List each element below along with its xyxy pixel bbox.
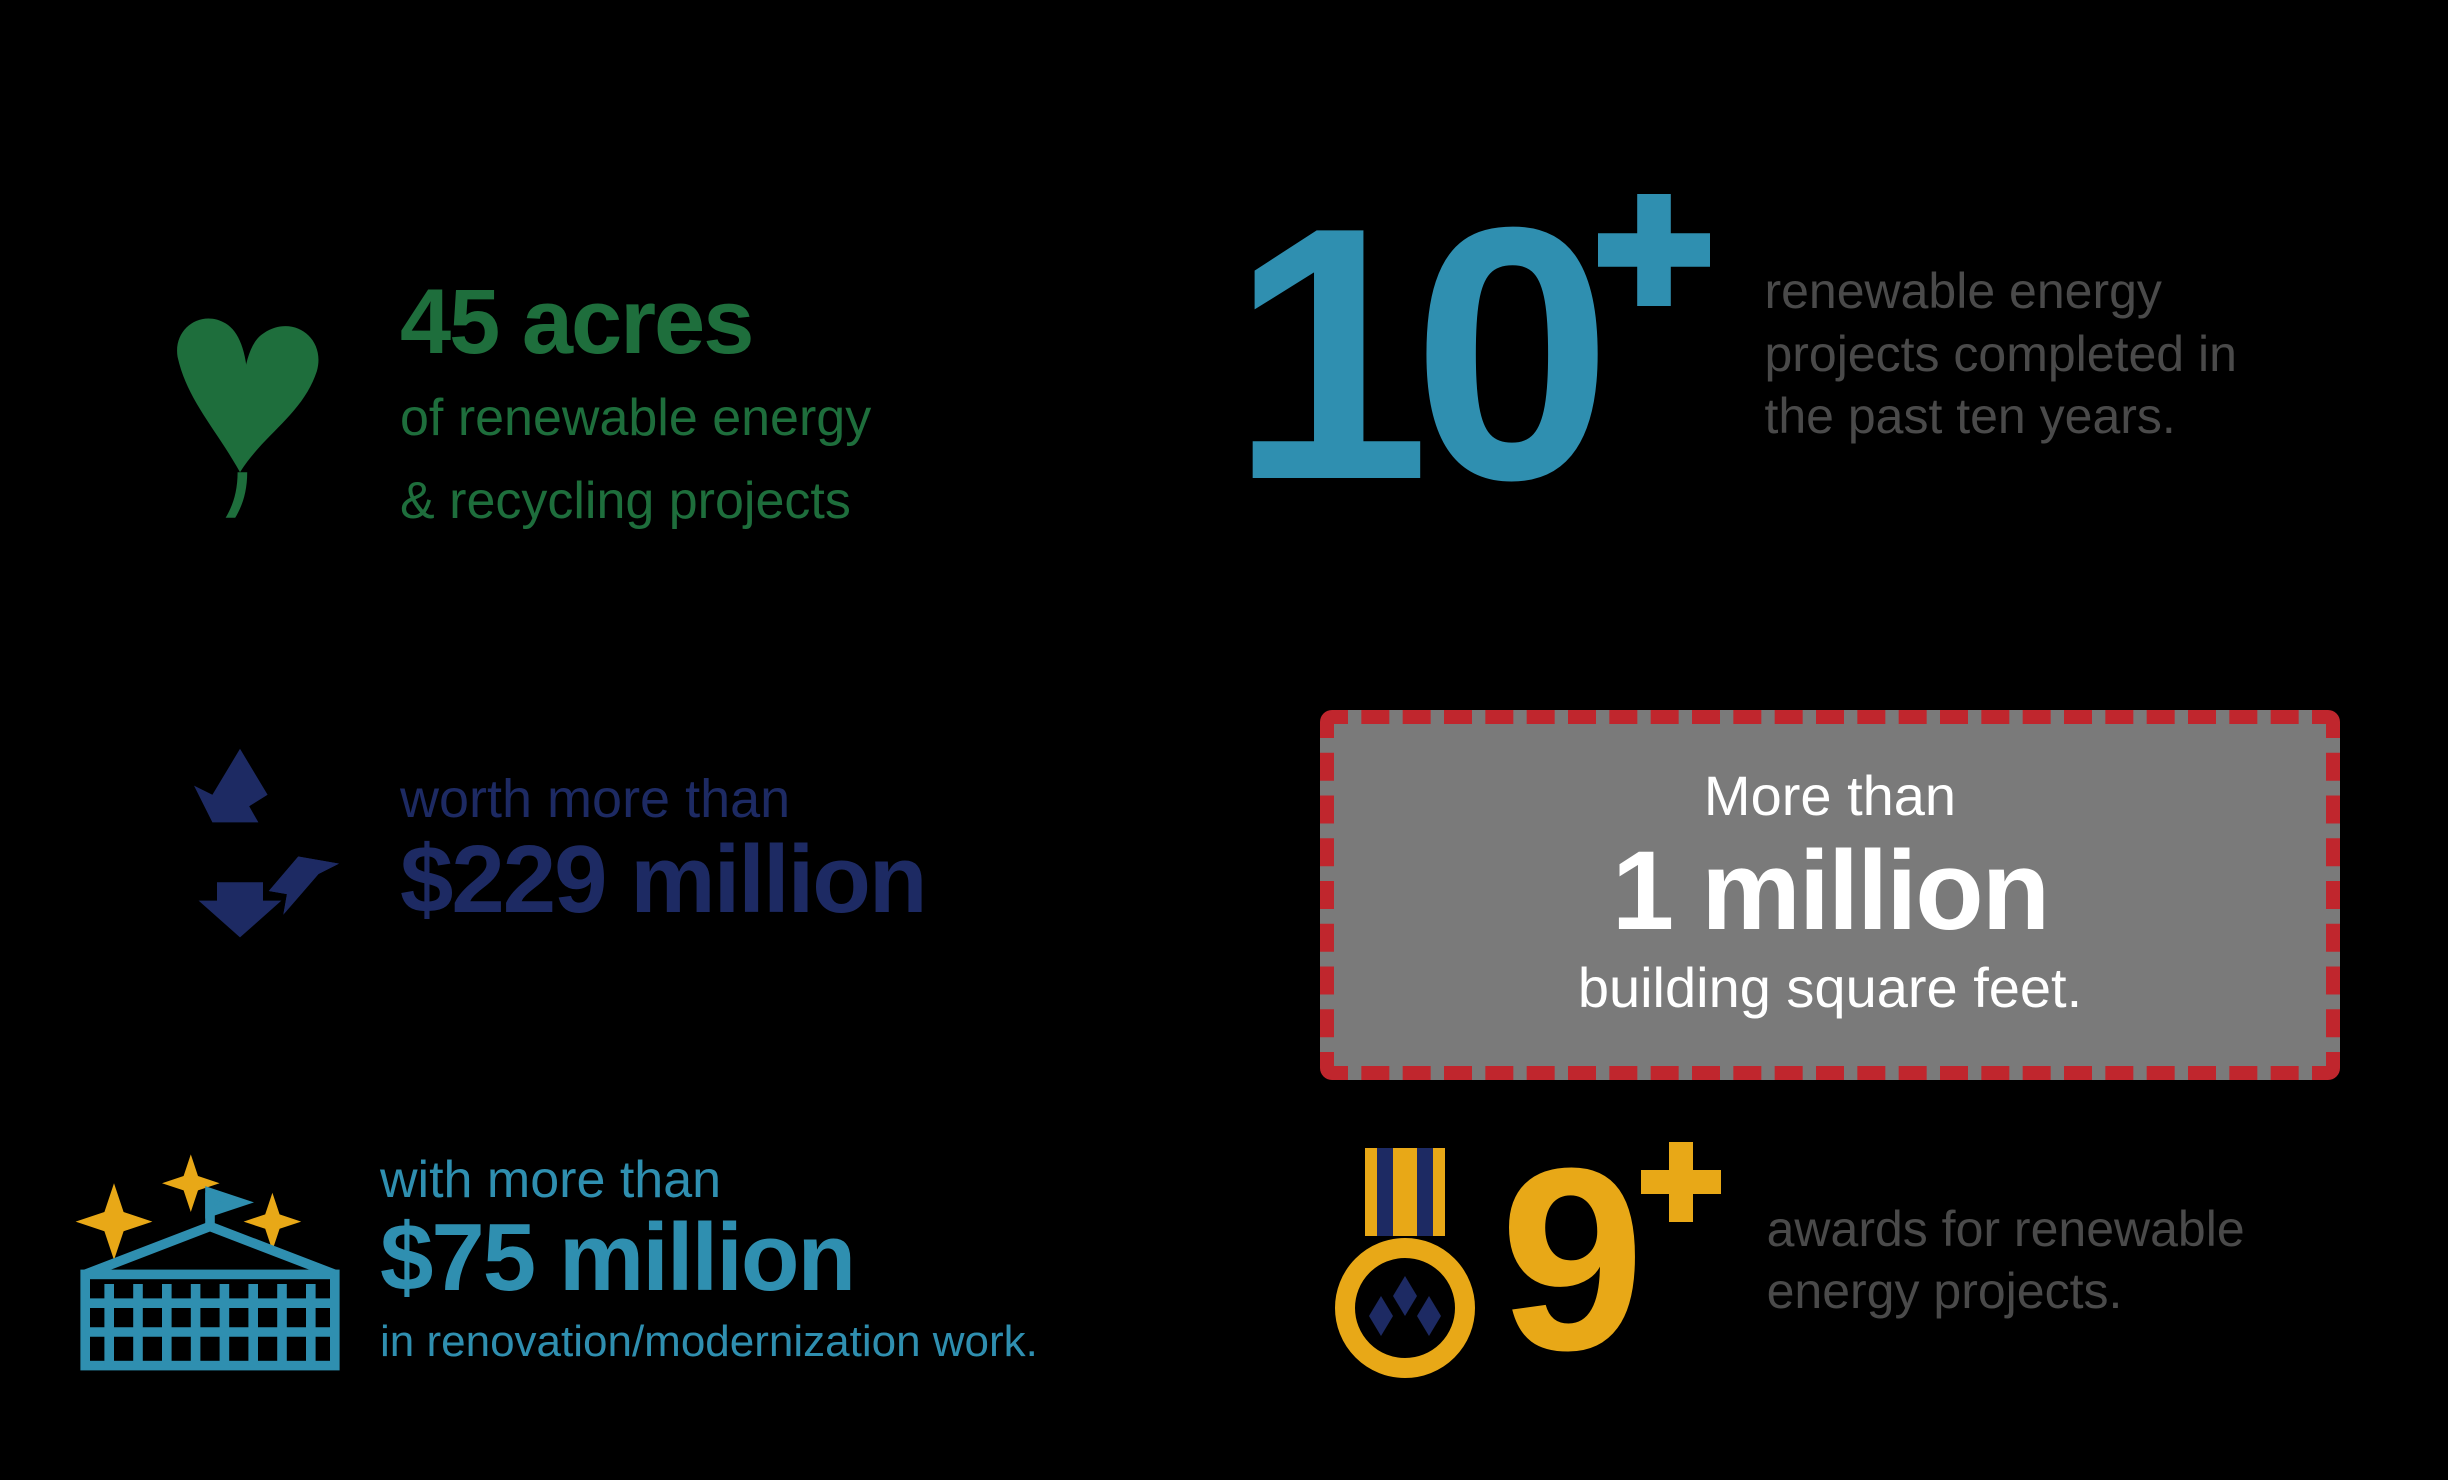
stat-acres-text: 45 acres of renewable energy & recycling… xyxy=(400,276,1160,534)
stat-renovation-pre: with more than xyxy=(380,1154,1160,1206)
stat-tenplus-number-wrap: 10 xyxy=(1230,210,1724,498)
stat-tenplus-desc-1: renewable energy xyxy=(1764,260,2236,323)
stat-acres: 45 acres of renewable energy & recycling… xyxy=(110,275,1160,535)
stat-renovation-text: with more than $75 million in renovation… xyxy=(380,1154,1160,1366)
stat-renovation-headline: $75 million xyxy=(380,1210,1160,1306)
stat-nineplus-desc: awards for renewable energy projects. xyxy=(1767,1198,2245,1323)
plus-icon xyxy=(1631,1132,1731,1237)
building-sparkles-icon xyxy=(60,1130,360,1390)
medal-icon xyxy=(1320,1130,1490,1390)
stat-acres-sub1: of renewable energy xyxy=(400,386,1160,451)
recycle-icon xyxy=(110,720,370,980)
stat-acres-sub2: & recycling projects xyxy=(400,469,1160,534)
stat-worth-pre: worth more than xyxy=(400,772,1160,826)
stat-worth-text: worth more than $229 million xyxy=(400,772,1160,928)
stat-nineplus-desc-1: awards for renewable xyxy=(1767,1198,2245,1261)
infographic-stage: 45 acres of renewable energy & recycling… xyxy=(0,0,2448,1480)
stat-nineplus-number-wrap: 9 xyxy=(1500,1150,1731,1371)
stat-sqft-box: More than 1 million building square feet… xyxy=(1320,710,2340,1080)
stat-nineplus-number: 9 xyxy=(1500,1150,1635,1371)
stat-tenplus-number: 10 xyxy=(1230,210,1594,498)
stat-tenplus: 10 renewable energy projects completed i… xyxy=(1230,210,2390,498)
stat-sqft: More than 1 million building square feet… xyxy=(1320,710,2340,1080)
stat-worth-headline: $229 million xyxy=(400,832,1160,928)
stat-tenplus-desc-2: projects completed in xyxy=(1764,323,2236,386)
stat-tenplus-desc-3: the past ten years. xyxy=(1764,385,2236,448)
stat-renovation: with more than $75 million in renovation… xyxy=(60,1130,1160,1390)
stat-acres-headline: 45 acres xyxy=(400,276,1160,368)
stat-sqft-line2: 1 million xyxy=(1374,832,2286,950)
stat-worth: worth more than $229 million xyxy=(110,720,1160,980)
stat-renovation-sub: in renovation/modernization work. xyxy=(380,1318,1160,1366)
stat-nineplus: 9 awards for renewable energy projects. xyxy=(1320,1130,2380,1390)
leaf-icon xyxy=(110,275,370,535)
stat-sqft-line1: More than xyxy=(1374,768,2286,824)
stat-sqft-line3: building square feet. xyxy=(1374,960,2286,1016)
stat-tenplus-desc: renewable energy projects completed in t… xyxy=(1764,260,2236,448)
plus-icon xyxy=(1584,180,1724,325)
stat-nineplus-desc-2: energy projects. xyxy=(1767,1260,2245,1323)
